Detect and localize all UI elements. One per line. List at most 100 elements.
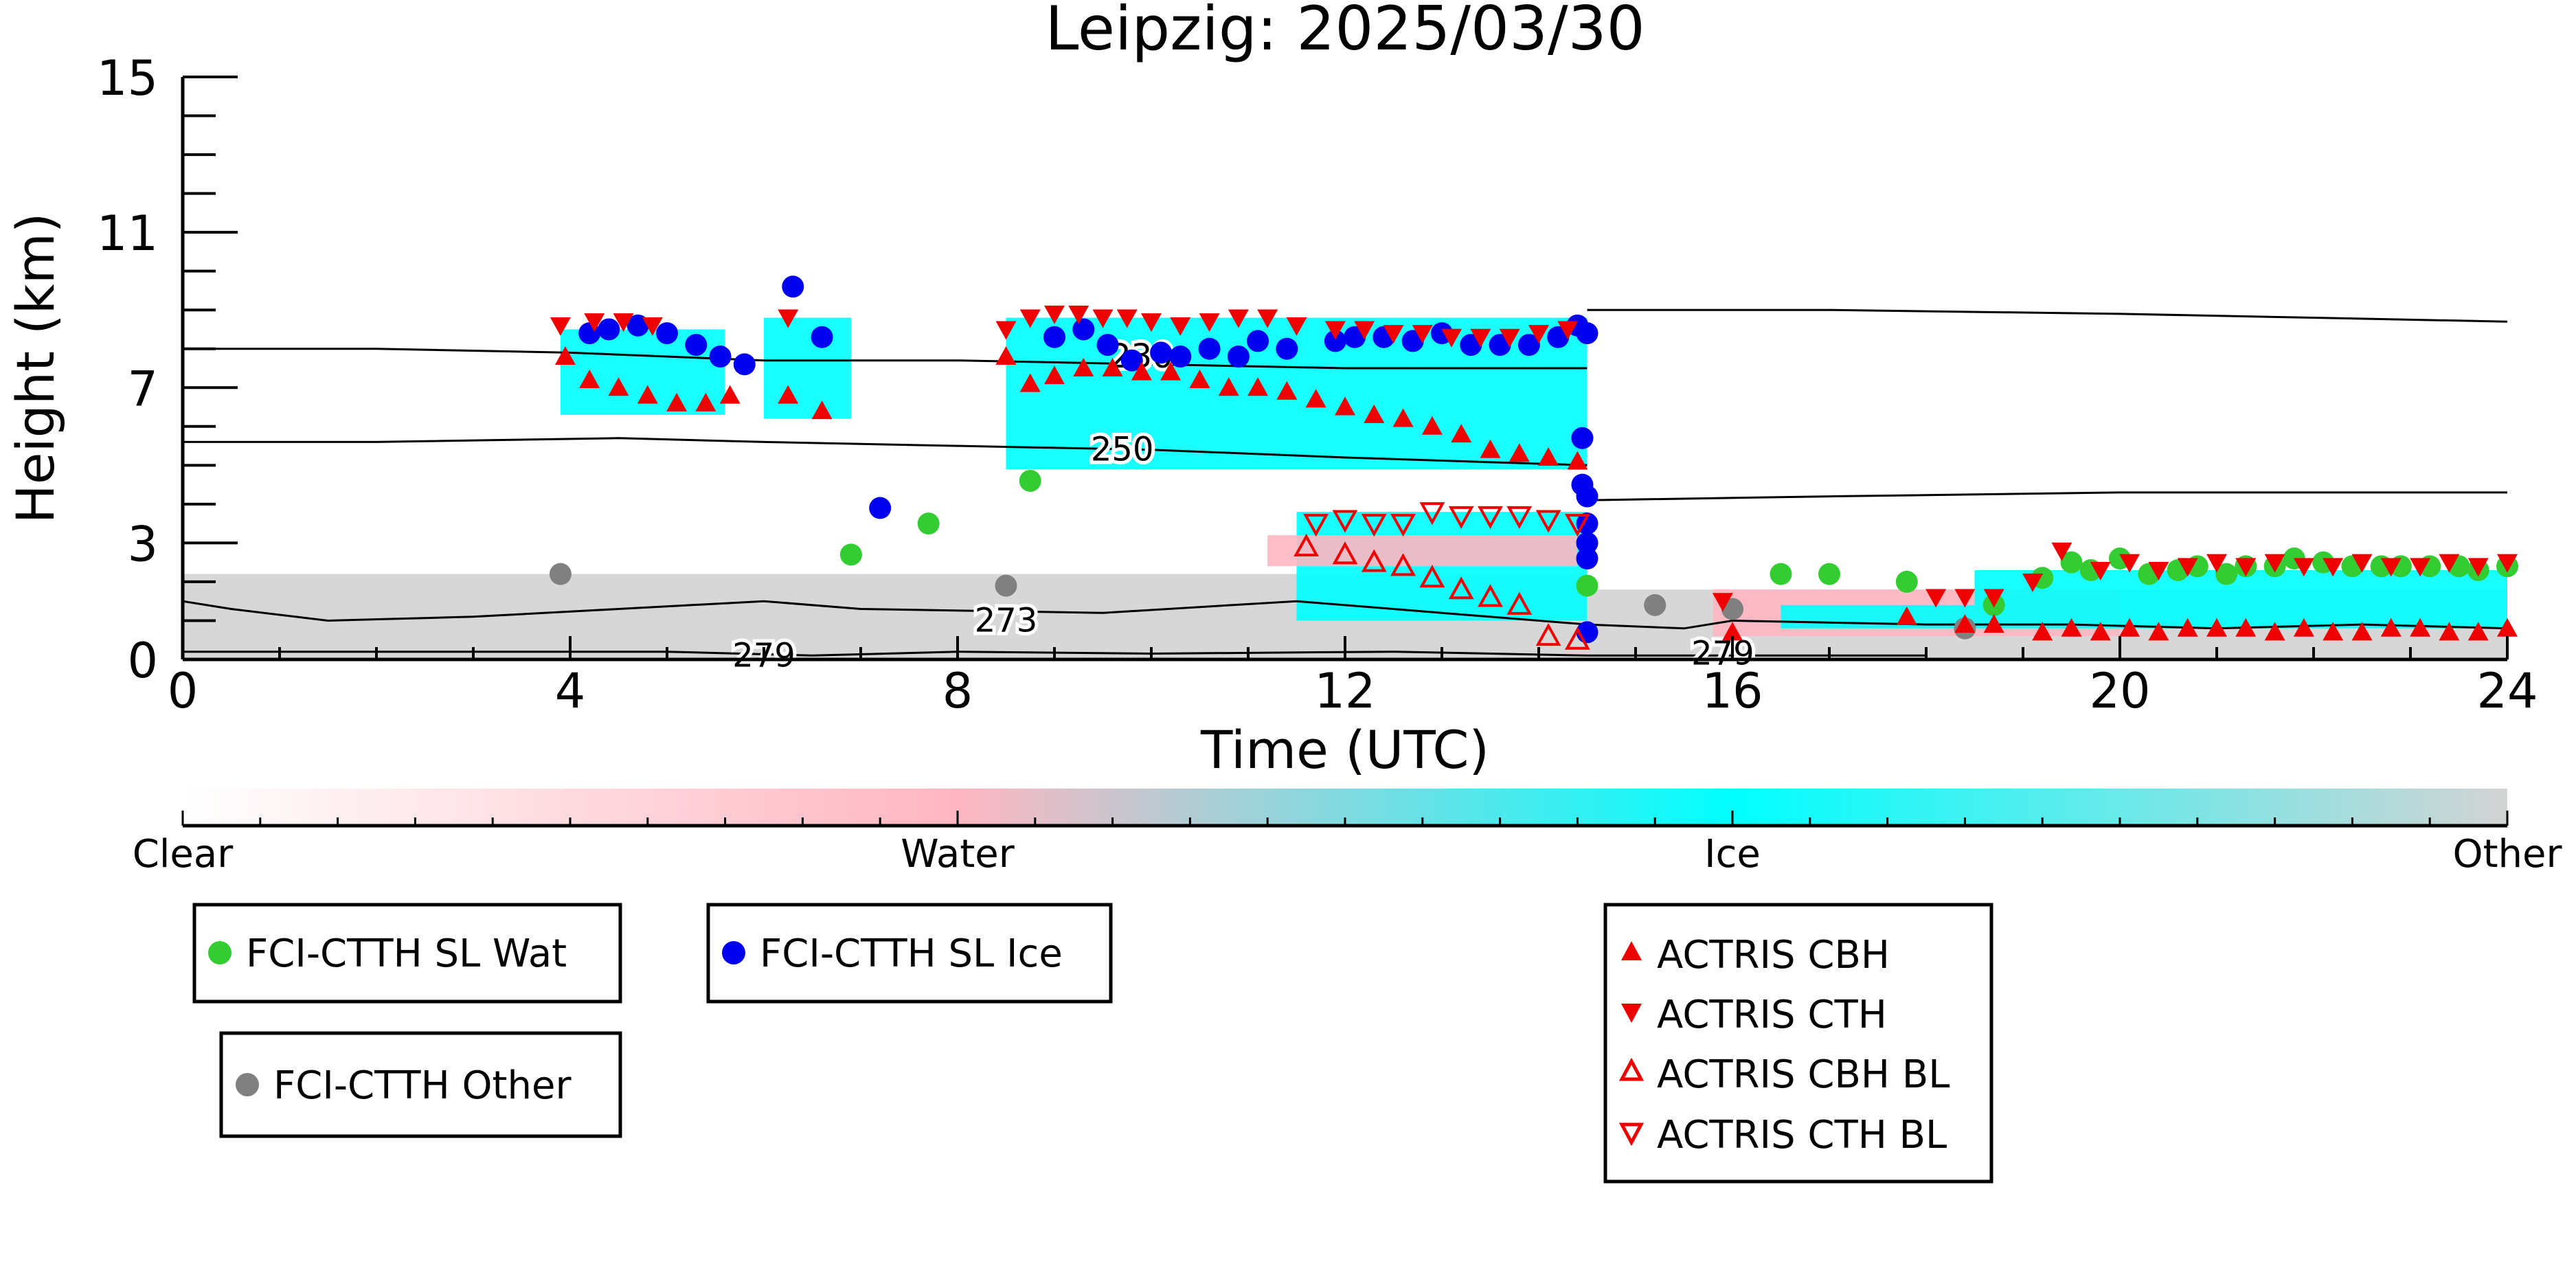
legend-box-wat: FCI-CTTH SL Wat (192, 903, 622, 1004)
colorbar-label-clear: Clear (133, 832, 234, 877)
contour-label: 250 (1091, 431, 1154, 469)
series-actris-cth (550, 305, 2518, 612)
point-actris-cbh-bl (1419, 565, 1445, 588)
point-actris-cbh (2235, 618, 2257, 637)
point-actris-cth (642, 317, 663, 336)
point-actris-cth (1499, 328, 1520, 348)
x-tick-label: 24 (2476, 663, 2538, 719)
legend-label-cth: ACTRIS CTH (1657, 993, 1887, 1037)
point-fci-ctth-sl-ice (869, 497, 892, 519)
point-fci-ctth-sl-wat (2060, 551, 2083, 574)
y-tick-label: 7 (127, 361, 158, 417)
point-actris-cth (2497, 554, 2518, 573)
point-actris-cbh (1421, 416, 1443, 435)
point-actris-cbh (2090, 622, 2111, 641)
point-actris-cbh (1276, 381, 1298, 400)
point-actris-cbh (2206, 618, 2227, 637)
point-actris-cth (2051, 542, 2072, 561)
x-tick-label: 20 (2089, 663, 2150, 719)
x-axis-label: Time (UTC) (1200, 719, 1489, 780)
point-actris-cth (1383, 325, 1404, 344)
point-fci-ctth-sl-ice (1576, 547, 1598, 570)
point-actris-cbh (1102, 358, 1123, 376)
series-fci-ctth-sl-ice (578, 275, 1598, 644)
point-actris-cbh (1392, 408, 1414, 427)
region-water (1267, 535, 1578, 567)
y-tick-label: 15 (97, 50, 158, 106)
point-actris-cth-bl (1506, 506, 1533, 529)
point-actris-cth-bl (1332, 510, 1358, 533)
point-actris-cbh (1538, 447, 1559, 466)
point-actris-cth (2467, 558, 2489, 577)
point-actris-cth (1068, 305, 1089, 324)
point-actris-cth-bl (1478, 506, 1503, 529)
point-fci-ctth-sl-ice (1576, 532, 1598, 554)
point-actris-cbh (2119, 618, 2140, 637)
point-fci-ctth-sl-ice (1198, 337, 1221, 360)
point-fci-ctth-sl-ice (1276, 337, 1298, 360)
point-actris-cth (1470, 328, 1491, 348)
point-fci-ctth-sl-ice (1517, 334, 1540, 357)
point-actris-cbh-bl (1332, 541, 1358, 565)
point-actris-cbh (1160, 361, 1182, 381)
point-fci-ctth-sl-ice (1072, 318, 1095, 341)
point-fci-ctth-sl-wat (1019, 469, 1041, 492)
point-actris-cbh (2264, 622, 2285, 641)
point-actris-cth (2351, 554, 2373, 573)
legend-marker-cth (1621, 1004, 1642, 1023)
point-fci-ctth-sl-ice (598, 318, 620, 341)
x-tick-label: 8 (942, 663, 973, 719)
x-tick-label: 0 (168, 663, 199, 719)
point-actris-cth (1141, 313, 1162, 332)
colorbar-label-water: Water (901, 832, 1015, 877)
point-actris-cth (2264, 554, 2285, 573)
point-actris-cth (1116, 309, 1138, 328)
point-actris-cth (1354, 321, 1375, 340)
point-actris-cbh (2497, 618, 2518, 637)
legend-label-ice: FCI-CTTH SL Ice (760, 931, 1063, 976)
point-actris-cbh (2380, 618, 2402, 637)
legend-marker-cth-bl (1618, 1122, 1645, 1146)
point-actris-cth-bl (1303, 514, 1329, 537)
legend-marker-cbh (1621, 941, 1642, 960)
point-fci-ctth-sl-wat (2215, 563, 2238, 585)
point-actris-cbh (1983, 614, 2004, 633)
colorbar-label-other: Other (2452, 832, 2562, 877)
region-ice (764, 317, 851, 419)
point-actris-cbh (2410, 618, 2431, 637)
point-actris-cbh (1451, 424, 1472, 443)
contour-line (1587, 308, 2507, 323)
x-tick-label: 12 (1314, 663, 1375, 719)
point-fci-ctth-sl-wat (1576, 574, 1598, 597)
point-fci-ctth-sl-ice (656, 322, 678, 345)
point-actris-cth (1528, 325, 1549, 344)
point-actris-cth (2410, 558, 2431, 577)
point-actris-cbh (1305, 389, 1326, 408)
legend-label-wat: FCI-CTTH SL Wat (246, 931, 567, 976)
point-actris-cth (584, 313, 605, 332)
point-actris-cbh (1896, 606, 1917, 625)
point-actris-cbh (637, 385, 658, 404)
point-fci-ctth-sl-wat (917, 512, 940, 535)
point-actris-cbh (2148, 622, 2169, 641)
legend-box-other: FCI-CTTH Other (219, 1031, 622, 1138)
point-fci-ctth-other (1644, 594, 1667, 616)
legend-marker-other (236, 1073, 259, 1096)
point-actris-cbh (1189, 369, 1210, 388)
point-actris-cbh (1073, 358, 1094, 376)
point-fci-ctth-sl-ice (1576, 485, 1598, 508)
region-ice (1974, 569, 2507, 629)
point-actris-cbh (554, 346, 576, 365)
point-actris-cth (995, 321, 1017, 340)
point-actris-cbh (1364, 404, 1385, 423)
point-actris-cth (1257, 309, 1278, 328)
contour-label: 273 (975, 601, 1038, 640)
point-actris-cth (550, 317, 571, 336)
point-actris-cth (2148, 561, 2169, 580)
point-fci-ctth-sl-ice (1120, 349, 1143, 372)
legend-box-actris: ACTRIS CBH ACTRIS CTH ACTRIS CBH BL ACTR… (1603, 903, 1993, 1184)
point-actris-cbh (1335, 396, 1355, 416)
point-actris-cbh (811, 400, 833, 420)
x-tick-label: 4 (555, 663, 586, 719)
